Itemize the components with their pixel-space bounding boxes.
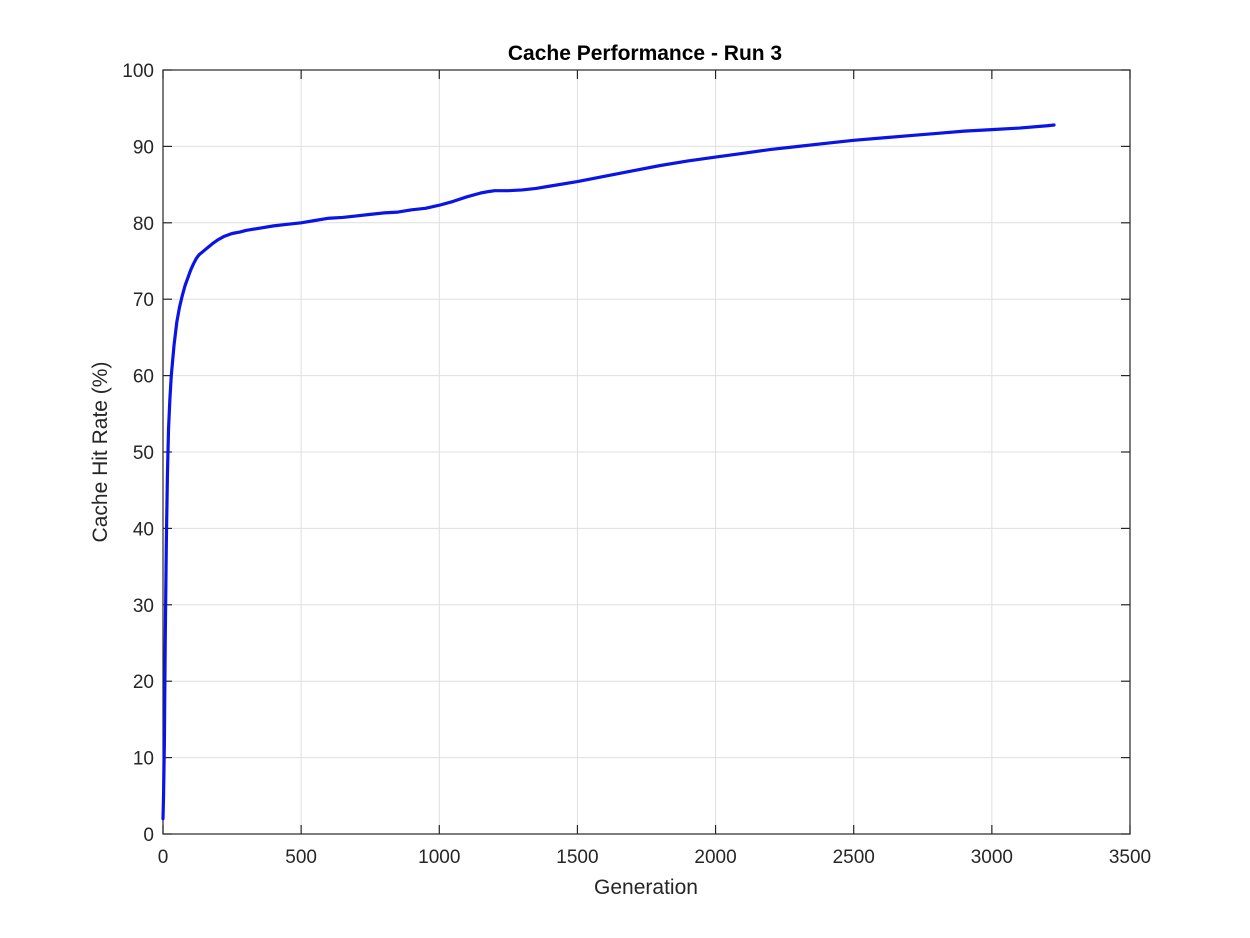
tick-labels: 0 500 1000 1500 2000 2500 3000 3500 0 10 20 30 40 50 6… <box>122 61 1151 868</box>
y-tick-label: 0 <box>143 825 154 846</box>
x-tick-label: 0 <box>158 847 169 868</box>
x-tick-label: 2000 <box>694 847 736 868</box>
series-line-1 <box>161 123 1056 821</box>
x-tick-label: 500 <box>285 847 317 868</box>
y-tick-label: 20 <box>133 672 154 693</box>
x-tick-label: 1500 <box>556 847 598 868</box>
y-tick-label: 40 <box>133 519 154 540</box>
y-tick-label: 80 <box>133 214 154 235</box>
x-tick-label: 1000 <box>418 847 460 868</box>
y-tick-label: 30 <box>133 596 154 617</box>
y-tick-label: 70 <box>133 290 154 311</box>
y-tick-label: 100 <box>122 61 154 82</box>
x-tick-label: 2500 <box>833 847 875 868</box>
x-tick-label: 3000 <box>971 847 1013 868</box>
y-tick-label: 50 <box>133 443 154 464</box>
x-axis-label: Generation <box>594 876 698 899</box>
y-tick-label: 60 <box>133 367 154 388</box>
y-tick-label: 10 <box>133 749 154 770</box>
series-layer <box>161 123 1056 821</box>
axis-ticks <box>162 69 1131 835</box>
y-tick-label: 90 <box>133 137 154 158</box>
x-tick-label: 3500 <box>1109 847 1151 868</box>
grid-lines <box>163 70 1130 834</box>
y-axis-label: Cache Hit Rate (%) <box>89 362 112 543</box>
chart-title: Cache Performance - Run 3 <box>508 42 782 65</box>
